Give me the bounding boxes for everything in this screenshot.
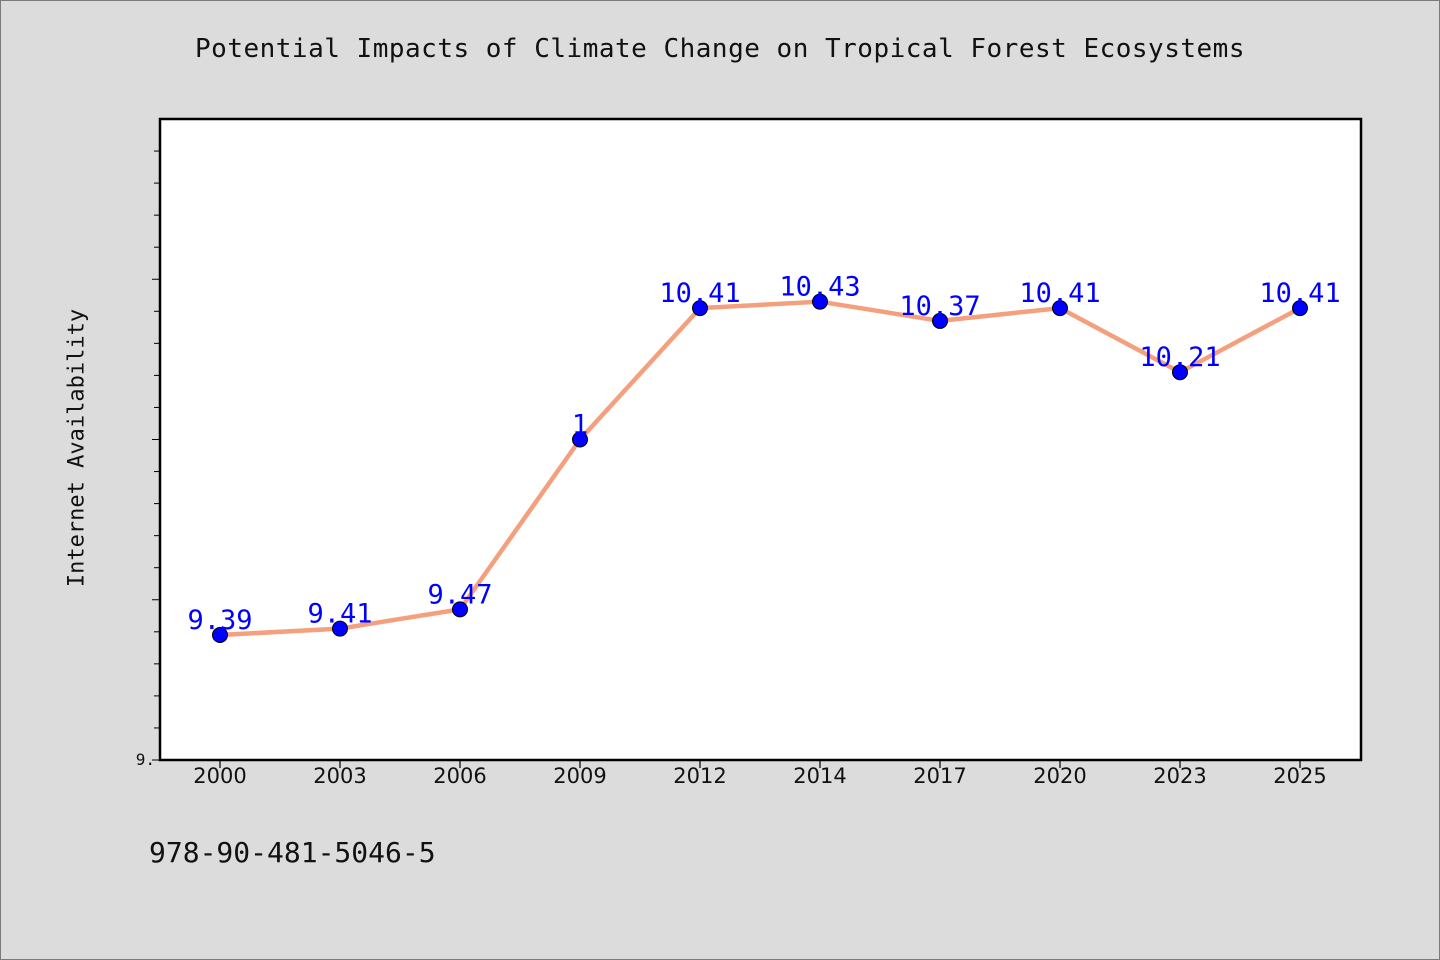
- data-point: [1052, 300, 1068, 317]
- data-point: [572, 431, 588, 448]
- x-tick-label: 2000: [193, 764, 246, 788]
- x-tick-label: 2017: [913, 764, 966, 788]
- chart-title: Potential Impacts of Climate Change on T…: [195, 34, 1245, 64]
- data-point: [332, 620, 348, 637]
- x-tick-label: 2023: [1153, 764, 1206, 788]
- series-line: [217, 299, 1303, 638]
- data-point: [692, 300, 708, 317]
- x-tick-label: 2012: [673, 764, 726, 788]
- data-label: 10.41: [659, 278, 740, 309]
- x-tick-label: 2014: [793, 764, 846, 788]
- x-tick-label: 2009: [553, 764, 606, 788]
- data-label: 1: [572, 410, 588, 441]
- data-label: 9.47: [427, 579, 492, 610]
- data-label: 10.37: [899, 291, 980, 322]
- x-tick-label: 2020: [1033, 764, 1086, 788]
- data-point: [932, 312, 948, 329]
- data-label: 9.41: [307, 599, 372, 630]
- data-label: 10.21: [1139, 342, 1220, 373]
- x-tick-label: 2006: [433, 764, 486, 788]
- data-point: [452, 601, 468, 618]
- plot-area: [160, 119, 1361, 760]
- data-point: [1292, 300, 1308, 317]
- data-point: [1172, 364, 1188, 381]
- data-label: 10.41: [1259, 278, 1340, 309]
- data-label: 10.41: [1019, 278, 1100, 309]
- y-tick-label: 9.: [136, 750, 155, 769]
- data-label: 10.43: [779, 272, 860, 303]
- x-tick-label: 2003: [313, 764, 366, 788]
- data-label: 9.39: [187, 605, 252, 636]
- footer-code: 978-90-481-5046-5: [149, 836, 436, 869]
- data-point: [212, 627, 228, 644]
- x-tick-label: 2025: [1273, 764, 1326, 788]
- plot-border: [158, 117, 1363, 762]
- data-point: [812, 293, 828, 310]
